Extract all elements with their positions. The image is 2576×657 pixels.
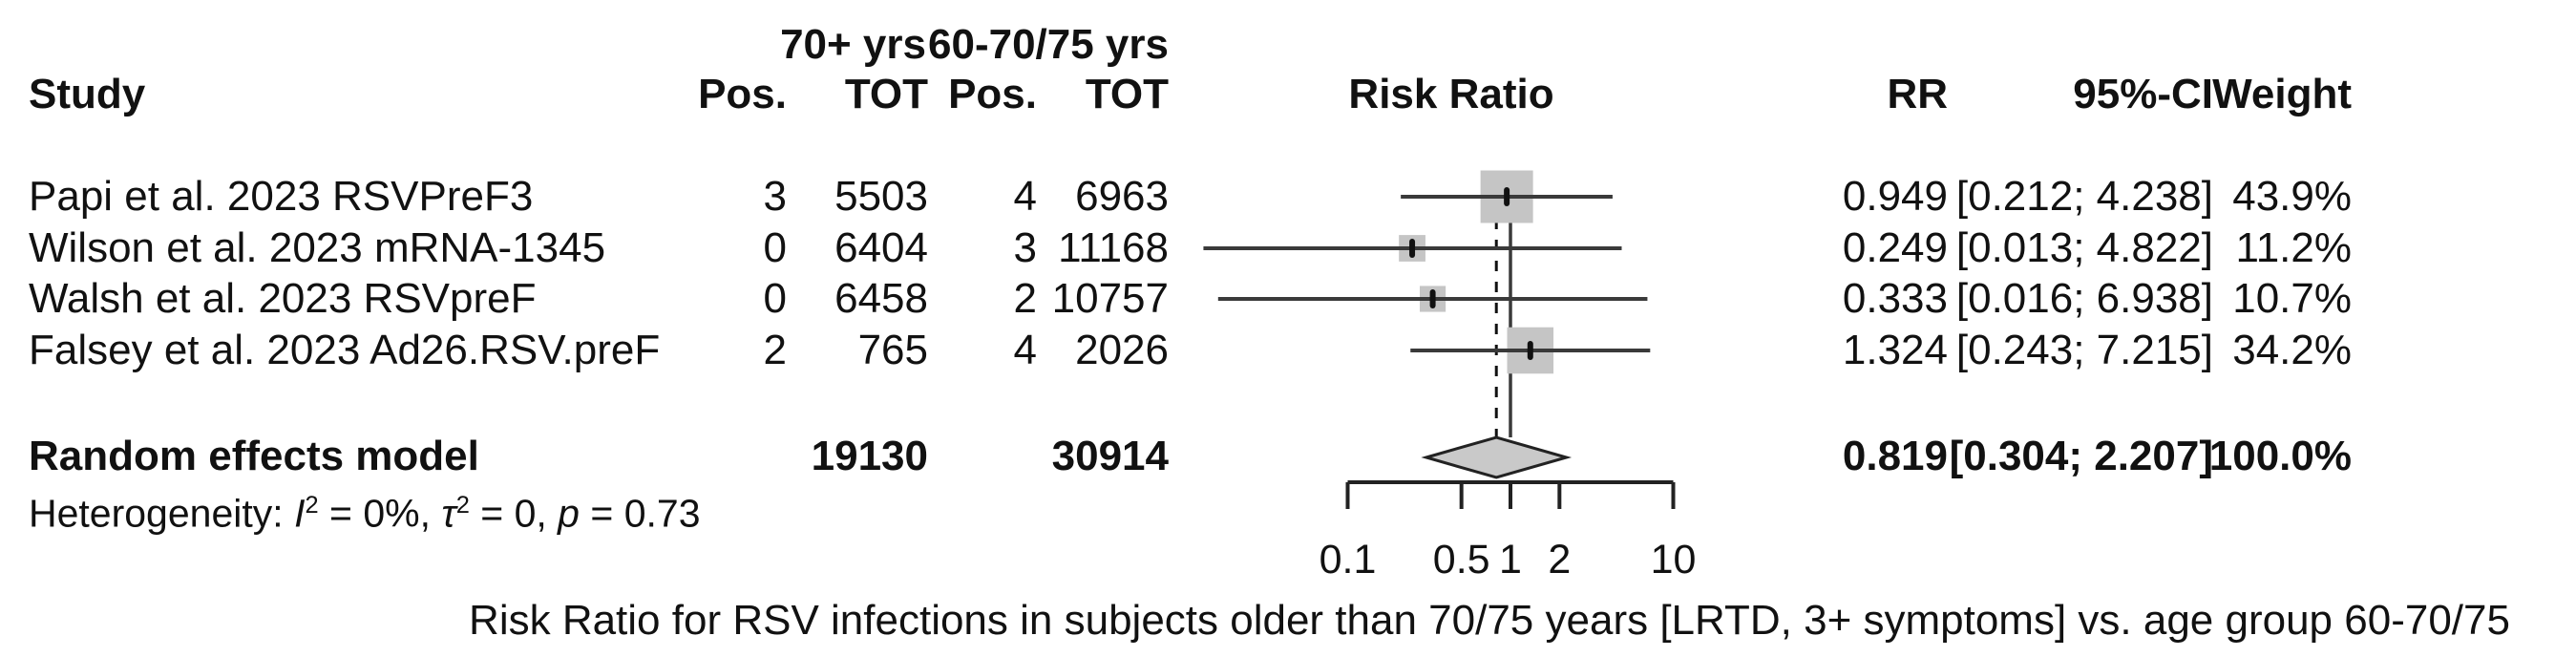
study-name: Walsh et al. 2023 RSVpreF [29,275,537,322]
study-ci: [0.013; 4.822] [1955,224,2213,271]
study-rr: 0.249 [1842,224,1948,271]
study-pos1: 0 [763,224,787,271]
study-rr: 0.333 [1842,275,1948,322]
summary-ci: [0.304; 2.207] [1949,433,2213,479]
point-estimate-marker [1409,239,1416,258]
study-tot2: 11168 [1058,224,1169,271]
group-header-70plus: 70+ yrs [780,21,926,68]
study-weight: 11.2% [2235,224,2353,271]
heterogeneity-segment: 2 [305,491,319,519]
heterogeneity-segment: I [294,491,306,536]
study-weight: 10.7% [2232,275,2352,322]
study-pos1: 3 [763,173,787,220]
heterogeneity-note: Heterogeneity: I2 = 0%, τ2 = 0, p = 0.73 [29,491,701,536]
heterogeneity-segment: = 0.73 [579,491,701,536]
study-tot2: 2026 [1075,327,1169,373]
study-tot2: 6963 [1075,173,1169,220]
study-tot1: 765 [857,327,928,373]
study-pos2: 2 [1013,275,1037,322]
study-ci: [0.243; 7.215] [1955,327,2213,373]
point-estimate-marker [1429,289,1436,308]
x-axis-tick-label: 10 [1651,537,1697,583]
group-header-60-75: 60-70/75 yrs [928,21,1169,68]
study-tot1: 5503 [834,173,928,220]
point-estimate-marker [1504,187,1510,206]
heterogeneity-segment: τ [441,491,456,536]
x-axis-tick-label: 0.5 [1433,537,1490,583]
summary-rr: 0.819 [1842,433,1948,479]
heterogeneity-segment: 2 [455,491,470,519]
study-pos2: 4 [1013,327,1037,373]
study-tot1: 6458 [834,275,928,322]
study-pos1: 0 [763,275,787,322]
col-header-tot1: TOT [844,71,928,117]
summary-tot1: 19130 [811,433,928,479]
col-header-tot2: TOT [1085,71,1169,117]
col-header-rr: RR [1887,71,1948,117]
study-tot2: 10757 [1051,275,1169,322]
heterogeneity-segment: = 0%, [318,491,442,536]
heterogeneity-segment: = 0, [469,491,559,536]
forest-plot-canvas: 0.1 0.5 1 2 10 [1203,170,1697,583]
study-name: Wilson et al. 2023 mRNA-1345 [29,224,606,271]
study-weight: 43.9% [2232,173,2352,220]
x-axis-tick-label: 2 [1548,537,1571,583]
x-axis-caption: Risk Ratio for RSV infections in subject… [469,597,2510,644]
col-header-ci: 95%-CI [2073,71,2213,117]
study-pos2: 4 [1013,173,1037,220]
study-rr: 0.949 [1842,173,1948,220]
summary-diamond [1421,435,1573,479]
study-pos1: 2 [763,327,787,373]
study-ci: [0.212; 4.238] [1955,173,2213,220]
col-header-study: Study [29,71,146,117]
study-pos2: 3 [1013,224,1037,271]
x-axis-tick-label: 1 [1499,537,1522,583]
summary-label: Random effects model [29,433,479,479]
study-name: Papi et al. 2023 RSVPreF3 [29,173,534,220]
heterogeneity-segment: Heterogeneity: [29,491,295,536]
study-rr: 1.324 [1842,327,1948,373]
point-estimate-marker [1527,341,1533,360]
col-header-pos2: Pos. [948,71,1037,117]
heterogeneity-segment: p [558,491,580,536]
study-name: Falsey et al. 2023 Ad26.RSV.preF [29,327,661,373]
study-weight: 34.2% [2232,327,2352,373]
col-header-weight: Weight [2212,71,2352,117]
summary-tot2: 30914 [1051,433,1169,479]
x-axis-tick-label: 0.1 [1320,537,1377,583]
study-ci: [0.016; 6.938] [1955,275,2213,322]
col-header-risk-ratio: Risk Ratio [1348,71,1554,117]
summary-weight: 100.0% [2208,433,2352,479]
study-tot1: 6404 [834,224,928,271]
col-header-pos1: Pos. [698,71,787,117]
